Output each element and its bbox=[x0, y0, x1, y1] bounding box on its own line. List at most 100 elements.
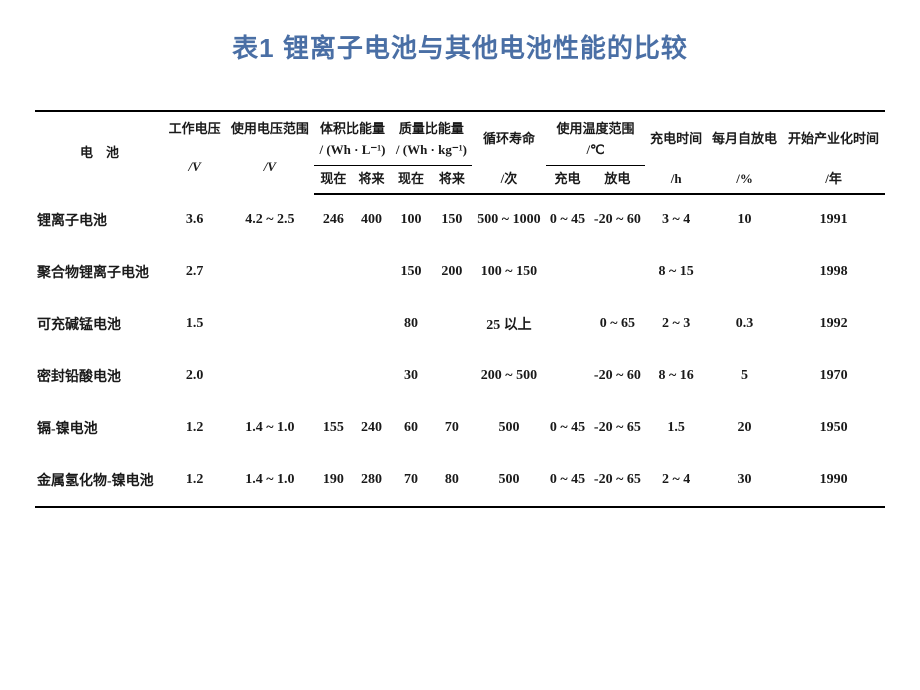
header-cycles: 循环寿命 bbox=[472, 111, 545, 166]
cell-voltage: 1.2 bbox=[164, 454, 225, 507]
table-title: 表1 锂离子电池与其他电池性能的比较 bbox=[232, 28, 688, 65]
cell-temp_discharge: 0 ~ 65 bbox=[589, 298, 645, 350]
header-vol-now: 现在 bbox=[314, 166, 352, 194]
cell-vrange bbox=[225, 298, 314, 350]
cell-mass_future: 70 bbox=[431, 402, 472, 454]
cell-year: 1998 bbox=[782, 246, 885, 298]
cell-vol_future bbox=[352, 298, 390, 350]
cell-mass_future bbox=[431, 298, 472, 350]
cell-vrange: 1.4 ~ 1.0 bbox=[225, 402, 314, 454]
cell-cycles: 500 ~ 1000 bbox=[472, 194, 545, 246]
header-voltage: 工作电压 bbox=[164, 111, 225, 140]
table-row: 可充碱锰电池1.58025 以上0 ~ 652 ~ 30.31992 bbox=[35, 298, 885, 350]
header-year: 开始产业化时间 bbox=[782, 111, 885, 166]
cell-mass_future: 150 bbox=[431, 194, 472, 246]
header-temp-unit: /℃ bbox=[546, 140, 646, 166]
cell-vol_now: 246 bbox=[314, 194, 352, 246]
cell-charge_time: 3 ~ 4 bbox=[645, 194, 706, 246]
cell-mass_now: 150 bbox=[391, 246, 432, 298]
cell-charge_time: 8 ~ 16 bbox=[645, 350, 706, 402]
header-mass-unit: / (Wh · kg⁻¹) bbox=[391, 140, 473, 166]
cell-temp_discharge: -20 ~ 65 bbox=[589, 454, 645, 507]
table-body: 锂离子电池3.64.2 ~ 2.5246400100150500 ~ 10000… bbox=[35, 194, 885, 507]
header-temp-charge: 充电 bbox=[546, 166, 590, 194]
cell-mass_now: 60 bbox=[391, 402, 432, 454]
cell-mass_now: 100 bbox=[391, 194, 432, 246]
cell-cycles: 25 以上 bbox=[472, 298, 545, 350]
cell-cycles: 200 ~ 500 bbox=[472, 350, 545, 402]
cell-vol_future: 280 bbox=[352, 454, 390, 507]
cell-voltage: 3.6 bbox=[164, 194, 225, 246]
cell-mass_now: 70 bbox=[391, 454, 432, 507]
cell-charge_time: 2 ~ 3 bbox=[645, 298, 706, 350]
header-year-unit: /年 bbox=[782, 166, 885, 194]
cell-voltage: 2.7 bbox=[164, 246, 225, 298]
cell-vol_future: 240 bbox=[352, 402, 390, 454]
cell-charge_time: 1.5 bbox=[645, 402, 706, 454]
cell-mass_now: 30 bbox=[391, 350, 432, 402]
cell-self_discharge: 20 bbox=[707, 402, 782, 454]
header-self-discharge: 每月自放电 bbox=[707, 111, 782, 166]
header-vol-future: 将来 bbox=[352, 166, 390, 194]
cell-self_discharge: 30 bbox=[707, 454, 782, 507]
cell-temp_discharge: -20 ~ 60 bbox=[589, 194, 645, 246]
header-vrange: 使用电压范围 bbox=[225, 111, 314, 140]
cell-self_discharge bbox=[707, 246, 782, 298]
cell-cycles: 500 bbox=[472, 454, 545, 507]
cell-self_discharge: 10 bbox=[707, 194, 782, 246]
header-vrange-unit: /V bbox=[225, 140, 314, 193]
table-container: 电 池 工作电压 使用电压范围 体积比能量 质量比能量 循环寿命 使用温度范围 … bbox=[30, 110, 890, 508]
cell-vol_now: 190 bbox=[314, 454, 352, 507]
header-vol-energy: 体积比能量 bbox=[314, 111, 390, 140]
cell-year: 1991 bbox=[782, 194, 885, 246]
cell-vrange bbox=[225, 246, 314, 298]
cell-vrange: 4.2 ~ 2.5 bbox=[225, 194, 314, 246]
cell-vol_future: 400 bbox=[352, 194, 390, 246]
cell-self_discharge: 5 bbox=[707, 350, 782, 402]
cell-year: 1970 bbox=[782, 350, 885, 402]
header-voltage-unit: /V bbox=[164, 140, 225, 193]
table-row: 密封铅酸电池2.030200 ~ 500-20 ~ 608 ~ 1651970 bbox=[35, 350, 885, 402]
cell-charge_time: 8 ~ 15 bbox=[645, 246, 706, 298]
header-mass-energy: 质量比能量 bbox=[391, 111, 473, 140]
cell-vol_now bbox=[314, 246, 352, 298]
cell-self_discharge: 0.3 bbox=[707, 298, 782, 350]
cell-cycles: 100 ~ 150 bbox=[472, 246, 545, 298]
cell-year: 1950 bbox=[782, 402, 885, 454]
header-ctime-unit: /h bbox=[645, 166, 706, 194]
cell-vol_now: 155 bbox=[314, 402, 352, 454]
cell-temp_discharge bbox=[589, 246, 645, 298]
cell-voltage: 2.0 bbox=[164, 350, 225, 402]
header-vol-unit: / (Wh · L⁻¹) bbox=[314, 140, 390, 166]
cell-temp_charge: 0 ~ 45 bbox=[546, 454, 590, 507]
row-label: 金属氢化物-镍电池 bbox=[35, 454, 164, 507]
header-temp: 使用温度范围 bbox=[546, 111, 646, 140]
cell-vol_now bbox=[314, 298, 352, 350]
cell-temp_charge: 0 ~ 45 bbox=[546, 194, 590, 246]
cell-temp_charge bbox=[546, 246, 590, 298]
cell-temp_charge: 0 ~ 45 bbox=[546, 402, 590, 454]
cell-vrange: 1.4 ~ 1.0 bbox=[225, 454, 314, 507]
header-battery: 电 池 bbox=[35, 111, 164, 194]
cell-charge_time: 2 ~ 4 bbox=[645, 454, 706, 507]
cell-cycles: 500 bbox=[472, 402, 545, 454]
row-label: 锂离子电池 bbox=[35, 194, 164, 246]
table-row: 金属氢化物-镍电池1.21.4 ~ 1.019028070805000 ~ 45… bbox=[35, 454, 885, 507]
header-charge-time: 充电时间 bbox=[645, 111, 706, 166]
cell-temp_discharge: -20 ~ 65 bbox=[589, 402, 645, 454]
cell-voltage: 1.2 bbox=[164, 402, 225, 454]
cell-vol_future bbox=[352, 350, 390, 402]
battery-comparison-table: 电 池 工作电压 使用电压范围 体积比能量 质量比能量 循环寿命 使用温度范围 … bbox=[35, 110, 885, 508]
row-label: 可充碱锰电池 bbox=[35, 298, 164, 350]
cell-mass_now: 80 bbox=[391, 298, 432, 350]
cell-year: 1992 bbox=[782, 298, 885, 350]
header-mass-future: 将来 bbox=[431, 166, 472, 194]
cell-temp_charge bbox=[546, 350, 590, 402]
cell-mass_future: 200 bbox=[431, 246, 472, 298]
cell-temp_discharge: -20 ~ 60 bbox=[589, 350, 645, 402]
cell-vol_now bbox=[314, 350, 352, 402]
row-label: 聚合物锂离子电池 bbox=[35, 246, 164, 298]
cell-temp_charge bbox=[546, 298, 590, 350]
header-mass-now: 现在 bbox=[391, 166, 432, 194]
cell-mass_future: 80 bbox=[431, 454, 472, 507]
